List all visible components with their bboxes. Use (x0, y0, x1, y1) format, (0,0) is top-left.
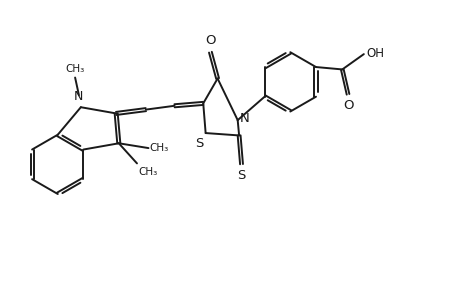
Text: O: O (205, 34, 215, 47)
Text: CH₃: CH₃ (149, 143, 168, 153)
Text: S: S (237, 169, 245, 182)
Text: CH₃: CH₃ (138, 167, 157, 177)
Text: N: N (74, 90, 84, 104)
Text: O: O (342, 99, 353, 112)
Text: S: S (195, 137, 203, 150)
Text: N: N (239, 112, 249, 125)
Text: OH: OH (365, 47, 383, 60)
Text: CH₃: CH₃ (65, 64, 84, 74)
